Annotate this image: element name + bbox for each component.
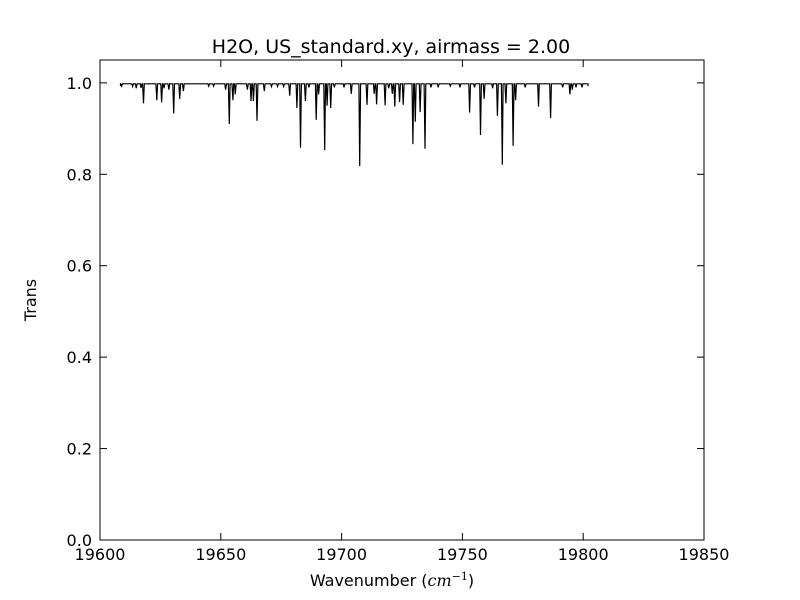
y-axis: 0.0 0.2 0.4 0.6 0.8 1.0 [67,74,704,550]
x-tick-label: 19850 [679,545,730,564]
y-tick-label: 0.8 [67,165,92,184]
y-tick-label: 0.6 [67,257,92,276]
axes-frame [99,59,705,541]
x-axis-label-text: Wavenumber [310,571,417,590]
x-tick-label: 19650 [195,545,246,564]
x-axis-unit-exponent: −1 [452,570,468,583]
y-tick-label: 0.4 [67,348,92,367]
y-tick-label: 0.0 [67,531,92,550]
x-tick-label: 19600 [75,545,126,564]
x-axis: 19600 19650 19700 19750 19800 19850 [75,60,730,564]
x-tick-label: 19700 [316,545,367,564]
x-axis-unit-base: cm [428,571,452,590]
y-axis-label: Trans [21,279,40,322]
y-tick-label: 0.2 [67,440,92,459]
x-tick-label: 19800 [558,545,609,564]
y-tick-label: 1.0 [67,74,92,93]
chart-title: H2O, US_standard.xy, airmass = 2.00 [212,36,570,58]
plot-area [99,59,705,541]
x-tick-label: 19750 [437,545,488,564]
x-axis-label: Wavenumber (cm−1) [310,570,474,590]
transmission-series-line [119,83,589,167]
